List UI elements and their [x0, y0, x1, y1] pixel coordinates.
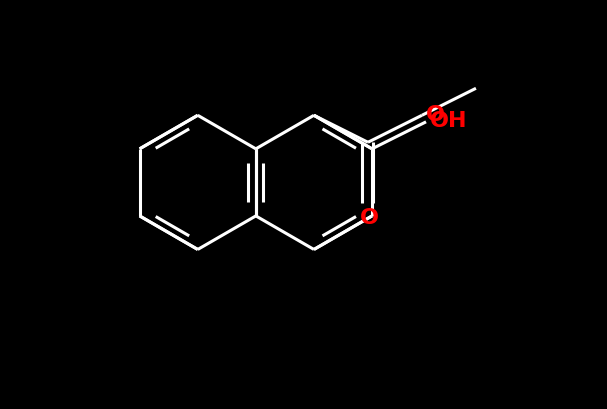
Text: O: O: [360, 207, 379, 227]
Text: OH: OH: [430, 111, 467, 131]
Text: O: O: [426, 104, 445, 124]
